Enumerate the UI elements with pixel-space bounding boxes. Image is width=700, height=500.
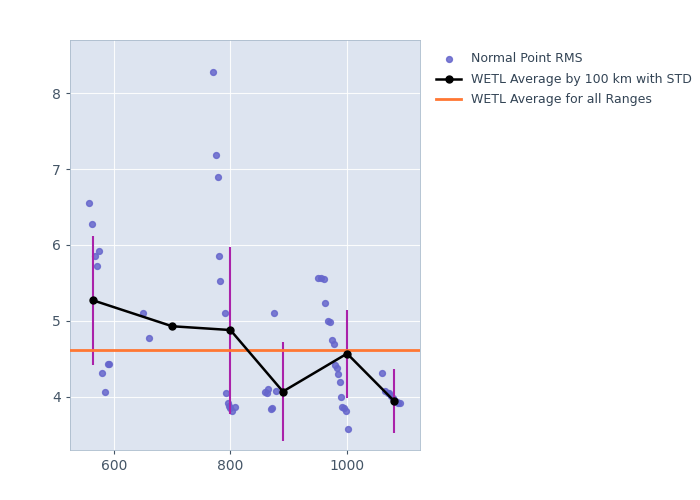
Normal Point RMS (207, 68, 218, 76)
Normal Point RMS (225, 404, 236, 412)
Normal Point RMS (393, 399, 404, 407)
Normal Point RMS (269, 310, 280, 318)
Normal Point RMS (227, 406, 238, 414)
Normal Point RMS (214, 278, 225, 285)
Normal Point RMS (340, 406, 351, 414)
Normal Point RMS (332, 364, 343, 372)
Normal Point RMS (389, 396, 400, 404)
Normal Point RMS (267, 404, 278, 412)
Normal Point RMS (86, 220, 97, 228)
Normal Point RMS (330, 361, 341, 369)
Normal Point RMS (222, 399, 233, 407)
Normal Point RMS (102, 360, 113, 368)
Normal Point RMS (90, 252, 101, 260)
Normal Point RMS (210, 152, 221, 160)
Normal Point RMS (391, 398, 402, 406)
Normal Point RMS (261, 389, 272, 397)
Normal Point RMS (377, 368, 388, 376)
Normal Point RMS (99, 388, 111, 396)
Normal Point RMS (260, 388, 271, 396)
Normal Point RMS (223, 402, 235, 410)
Normal Point RMS (394, 399, 405, 407)
Normal Point RMS (213, 252, 224, 260)
Normal Point RMS (385, 392, 396, 400)
Normal Point RMS (335, 393, 346, 401)
Normal Point RMS (270, 387, 281, 395)
Normal Point RMS (335, 378, 346, 386)
Normal Point RMS (83, 199, 94, 207)
WETL Average by 100 km with STD (168, 323, 176, 329)
Normal Point RMS (318, 275, 329, 283)
Normal Point RMS (219, 310, 230, 318)
Normal Point RMS (220, 389, 232, 397)
WETL Average by 100 km with STD (389, 398, 398, 404)
Line: WETL Average by 100 km with STD: WETL Average by 100 km with STD (90, 297, 397, 404)
Normal Point RMS (339, 404, 350, 412)
Normal Point RMS (92, 262, 103, 270)
Normal Point RMS (324, 318, 335, 326)
Normal Point RMS (315, 274, 326, 281)
Normal Point RMS (143, 334, 154, 342)
Normal Point RMS (332, 370, 344, 378)
Normal Point RMS (320, 300, 331, 308)
Legend: Normal Point RMS, WETL Average by 100 km with STD, WETL Average for all Ranges: Normal Point RMS, WETL Average by 100 km… (430, 46, 698, 113)
WETL Average by 100 km with STD (343, 350, 351, 356)
Normal Point RMS (384, 389, 395, 397)
Normal Point RMS (230, 402, 241, 410)
Normal Point RMS (382, 389, 393, 397)
Normal Point RMS (104, 360, 115, 368)
Normal Point RMS (262, 386, 274, 394)
Normal Point RMS (94, 247, 105, 255)
Normal Point RMS (266, 405, 277, 413)
Normal Point RMS (387, 394, 398, 402)
Normal Point RMS (312, 274, 323, 282)
Normal Point RMS (337, 404, 348, 411)
Normal Point RMS (137, 310, 148, 318)
Normal Point RMS (328, 340, 339, 347)
Normal Point RMS (212, 172, 223, 180)
Normal Point RMS (379, 387, 391, 395)
WETL Average by 100 km with STD (89, 298, 97, 304)
Normal Point RMS (322, 317, 333, 325)
Normal Point RMS (342, 424, 354, 432)
WETL Average by 100 km with STD (226, 327, 234, 333)
WETL Average by 100 km with STD (279, 388, 287, 394)
Normal Point RMS (388, 396, 399, 404)
Normal Point RMS (97, 368, 108, 376)
Normal Point RMS (327, 336, 338, 344)
